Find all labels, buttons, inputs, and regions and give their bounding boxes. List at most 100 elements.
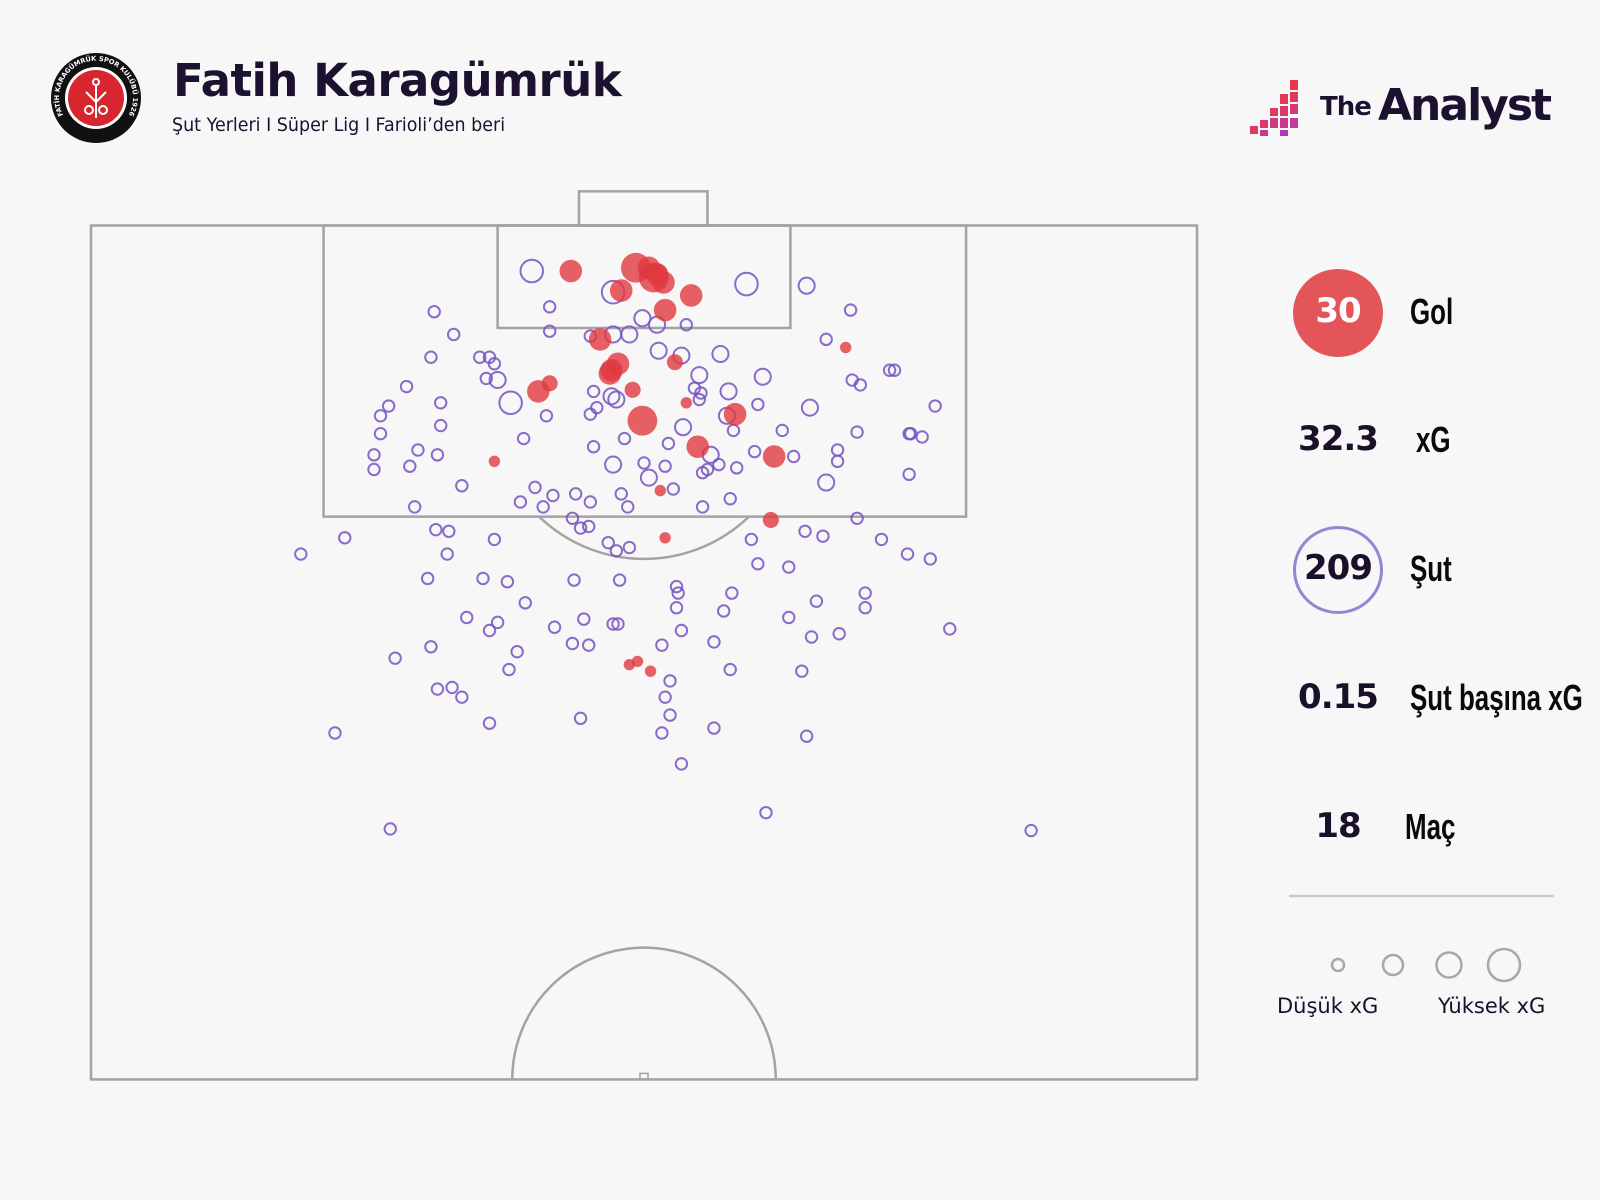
shot-marker xyxy=(669,601,684,615)
goal-shot-marker xyxy=(527,380,550,403)
shot-marker xyxy=(819,332,833,347)
shot-marker xyxy=(577,612,591,626)
shot-marker xyxy=(482,623,497,638)
pitch-outline xyxy=(89,224,1199,1081)
shot-marker xyxy=(583,407,598,421)
shot-marker xyxy=(567,573,581,587)
shot-marker xyxy=(853,378,868,392)
shot-marker xyxy=(690,366,709,385)
goal-shot-marker xyxy=(600,358,623,382)
shot-marker xyxy=(850,425,864,439)
goal-shot-marker xyxy=(653,298,677,322)
goal-shot-marker xyxy=(654,484,666,497)
stat-value: 30 xyxy=(1315,291,1361,331)
shot-marker xyxy=(487,357,502,371)
shot-marker xyxy=(804,630,819,644)
shot-marker xyxy=(782,610,796,625)
shot-marker xyxy=(612,573,627,587)
shot-marker xyxy=(633,309,652,328)
shot-marker xyxy=(658,459,672,473)
shot-marker xyxy=(568,487,583,501)
goal-shot-marker xyxy=(609,279,633,302)
goal-shot-marker xyxy=(723,402,747,426)
shot-marker xyxy=(442,524,456,538)
shot-marker xyxy=(602,387,621,406)
shot-marker xyxy=(565,636,580,651)
shot-marker xyxy=(712,457,726,472)
legend-low-label: Düşük xG xyxy=(1277,994,1379,1018)
stat-label: Gol xyxy=(1410,291,1454,332)
shot-marker xyxy=(388,651,402,665)
shot-marker xyxy=(490,615,505,630)
shot-marker xyxy=(420,571,435,586)
goal-shot-marker xyxy=(659,532,671,544)
shot-marker xyxy=(513,495,528,509)
shot-marker xyxy=(328,726,342,740)
shot-marker xyxy=(518,596,532,610)
shot-marker xyxy=(621,500,635,514)
shot-marker xyxy=(614,487,628,501)
shot-marker xyxy=(547,620,562,634)
shot-marker xyxy=(429,522,443,537)
shot-marker xyxy=(782,560,796,574)
goal-shot-marker xyxy=(488,455,501,468)
shot-marker xyxy=(411,443,425,457)
shot-marker xyxy=(367,448,381,462)
shot-marker xyxy=(447,327,461,342)
shot-marker xyxy=(427,305,441,319)
shot-marker xyxy=(639,468,658,487)
shot-marker xyxy=(373,426,388,441)
penalty-arc xyxy=(538,515,750,561)
shot-marker xyxy=(723,662,737,677)
shot-marker xyxy=(622,540,637,555)
goal-shot-marker xyxy=(559,259,583,283)
shot-marker xyxy=(637,456,651,470)
shot-marker xyxy=(606,617,620,631)
shot-marker xyxy=(1024,823,1038,838)
centre-spot xyxy=(639,1072,649,1081)
shot-marker xyxy=(799,729,814,743)
shot-marker xyxy=(655,638,669,652)
shot-marker xyxy=(751,397,765,412)
shot-marker xyxy=(928,399,942,413)
centre-circle xyxy=(511,946,778,1080)
shot-marker xyxy=(850,511,864,525)
shot-marker xyxy=(583,495,598,509)
shots-layer xyxy=(294,252,1038,838)
stat-label: xG xyxy=(1416,419,1451,460)
brand-logo: The Analyst xyxy=(1246,76,1576,140)
shot-marker xyxy=(661,436,676,451)
shot-marker xyxy=(528,480,542,495)
shot-marker xyxy=(887,363,902,377)
shot-marker xyxy=(747,444,762,459)
shot-marker xyxy=(604,455,623,474)
shot-marker xyxy=(445,680,459,695)
shot-marker xyxy=(874,532,889,547)
shot-marker xyxy=(582,638,596,652)
shot-marker xyxy=(707,635,721,649)
shot-marker xyxy=(775,423,789,438)
shot-marker xyxy=(338,531,352,545)
goal-shot-marker xyxy=(666,354,683,371)
shot-marker xyxy=(692,392,707,407)
shot-marker xyxy=(753,367,772,386)
shot-marker xyxy=(832,627,846,641)
shot-marker xyxy=(536,500,550,514)
shot-marker xyxy=(700,462,715,477)
goal-shot-marker xyxy=(762,511,779,528)
goal xyxy=(577,190,709,227)
shot-marker xyxy=(488,370,507,390)
shot-marker xyxy=(542,300,557,314)
goal-shot-marker xyxy=(637,256,661,280)
page-title: Fatih Karagümrük xyxy=(173,54,622,107)
shot-marker xyxy=(607,390,626,409)
shot-marker xyxy=(498,390,523,416)
shot-marker xyxy=(726,423,741,438)
shot-marker xyxy=(795,664,809,678)
shot-marker xyxy=(586,440,601,454)
goal-shot-marker xyxy=(588,328,612,351)
shot-marker xyxy=(674,623,689,638)
stat-value: 32.3 xyxy=(1298,419,1379,459)
shot-marker xyxy=(294,547,308,561)
shot-marker xyxy=(663,708,677,722)
